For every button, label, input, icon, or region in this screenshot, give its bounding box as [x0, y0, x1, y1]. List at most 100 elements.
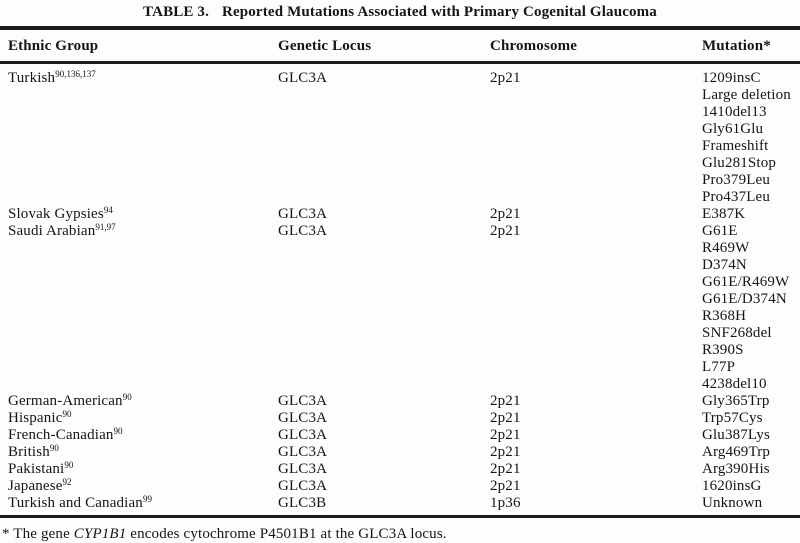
table-row: G61E/D374N [0, 291, 800, 308]
mutation-cell: Gly61Glu [702, 121, 764, 137]
ethnic-group-name: Turkish [8, 70, 56, 86]
table-row: British90 GLC3A 2p21 Arg469Trp [0, 444, 800, 461]
footnote: * The gene CYP1B1 encodes cytochrome P45… [2, 526, 800, 543]
ethnic-group-cell [8, 138, 278, 155]
table-row: German-American90 GLC3A 2p21 Gly365Trp [0, 393, 800, 410]
genetic-locus-cell [278, 87, 490, 104]
genetic-locus-cell: GLC3A [278, 427, 328, 443]
chromosome-cell [490, 87, 702, 104]
chromosome-cell: 2p21 [490, 427, 521, 443]
genetic-locus-cell [278, 172, 490, 189]
mutation-cell: Glu387Lys [702, 427, 771, 443]
chromosome-cell [490, 257, 702, 274]
mutation-cell: Frameshift [702, 138, 769, 154]
genetic-locus-cell [278, 359, 490, 376]
ethnic-group-cell [8, 325, 278, 342]
ethnic-group-cell [8, 104, 278, 121]
chromosome-cell [490, 155, 702, 172]
ethnic-group-cell: Turkish and Canadian99 [8, 495, 278, 512]
chromosome-cell: 2p21 [490, 410, 521, 426]
genetic-locus-cell [278, 155, 490, 172]
header-chromosome: Chromosome [490, 38, 578, 54]
mutation-cell: Glu281Stop [702, 155, 777, 171]
chromosome-cell: 1p36 [490, 495, 521, 511]
table-body: Turkish90,136,137 GLC3A 2p21 1209insC Large … [0, 70, 800, 512]
genetic-locus-cell [278, 104, 490, 121]
table-row: Pakistani90 GLC3A 2p21 Arg390His [0, 461, 800, 478]
genetic-locus-cell [278, 376, 490, 393]
mutation-cell: Trp57Cys [702, 410, 763, 426]
table-row: Large deletion [0, 87, 800, 104]
table-row: L77P [0, 359, 800, 376]
table-row: R390S [0, 342, 800, 359]
ethnic-group-cell: Saudi Arabian91,97 [8, 223, 278, 240]
ethnic-group-cell [8, 291, 278, 308]
ethnic-group-cell [8, 359, 278, 376]
table-row: Pro379Leu [0, 172, 800, 189]
mutation-cell: Unknown [702, 495, 763, 511]
table-row: Turkish and Canadian99 GLC3B 1p36 Unknown [0, 495, 800, 512]
ethnic-group-name: Slovak Gypsies [8, 206, 104, 222]
genetic-locus-cell [278, 342, 490, 359]
chromosome-cell [490, 274, 702, 291]
ethnic-group-cell: French-Canadian90 [8, 427, 278, 444]
chromosome-cell [490, 376, 702, 393]
table-row: Glu281Stop [0, 155, 800, 172]
genetic-locus-cell: GLC3B [278, 495, 327, 511]
header-genetic-locus: Genetic Locus [278, 38, 372, 54]
mutation-cell: E387K [702, 206, 746, 222]
mutation-cell: Large deletion [702, 87, 791, 103]
reference-superscript: 94 [103, 205, 113, 215]
ethnic-group-cell [8, 189, 278, 206]
ethnic-group-cell: Hispanic90 [8, 410, 278, 427]
genetic-locus-cell: GLC3A [278, 393, 328, 409]
mutation-cell: 4238del10 [702, 376, 767, 392]
genetic-locus-cell [278, 121, 490, 138]
genetic-locus-cell: GLC3A [278, 444, 328, 460]
reference-superscript: 90 [62, 409, 72, 419]
genetic-locus-cell [278, 189, 490, 206]
genetic-locus-cell: GLC3A [278, 478, 328, 494]
reference-superscript: 90 [113, 426, 123, 436]
ethnic-group-cell [8, 376, 278, 393]
ethnic-group-cell [8, 155, 278, 172]
header-rule [0, 61, 800, 64]
mutation-cell: Gly365Trp [702, 393, 770, 409]
reference-superscript: 99 [142, 494, 152, 504]
reference-superscript: 91,97 [95, 222, 116, 232]
mutation-cell: 1410del13 [702, 104, 767, 120]
mutation-cell: Pro379Leu [702, 172, 771, 188]
ethnic-group-name: Saudi Arabian [8, 223, 96, 239]
ethnic-group-name: French-Canadian [8, 427, 114, 443]
mutation-cell: 1209insC [702, 70, 761, 86]
chromosome-cell [490, 325, 702, 342]
chromosome-cell [490, 138, 702, 155]
reference-superscript: 90 [49, 443, 59, 453]
ethnic-group-cell: Pakistani90 [8, 461, 278, 478]
chromosome-cell: 2p21 [490, 478, 521, 494]
table-row: 4238del10 [0, 376, 800, 393]
genetic-locus-cell [278, 325, 490, 342]
chromosome-cell: 2p21 [490, 393, 521, 409]
footnote-gene-name: CYP1B1 [73, 526, 127, 542]
mutation-cell: Arg390His [702, 461, 770, 477]
ethnic-group-cell [8, 87, 278, 104]
genetic-locus-cell: GLC3A [278, 70, 328, 86]
table-row: G61E/R469W [0, 274, 800, 291]
footnote-text-lead: The gene [13, 526, 70, 542]
chromosome-cell [490, 291, 702, 308]
mutation-cell: 1620insG [702, 478, 762, 494]
table-title: TABLE 3. Reported Mutations Associated wi… [0, 4, 800, 23]
table-row: Saudi Arabian91,97 GLC3A 2p21 G61E [0, 223, 800, 240]
genetic-locus-cell [278, 274, 490, 291]
genetic-locus-cell: GLC3A [278, 410, 328, 426]
mutation-cell: R390S [702, 342, 744, 358]
chromosome-cell: 2p21 [490, 206, 521, 222]
ethnic-group-name: British [8, 444, 50, 460]
footnote-text-tail: encodes cytochrome P4501B1 at the GLC3A … [130, 526, 447, 542]
ethnic-group-cell: British90 [8, 444, 278, 461]
ethnic-group-cell [8, 240, 278, 257]
mutation-cell: G61E [702, 223, 738, 239]
ethnic-group-name: Pakistani [8, 461, 65, 477]
mutation-cell: R368H [702, 308, 747, 324]
